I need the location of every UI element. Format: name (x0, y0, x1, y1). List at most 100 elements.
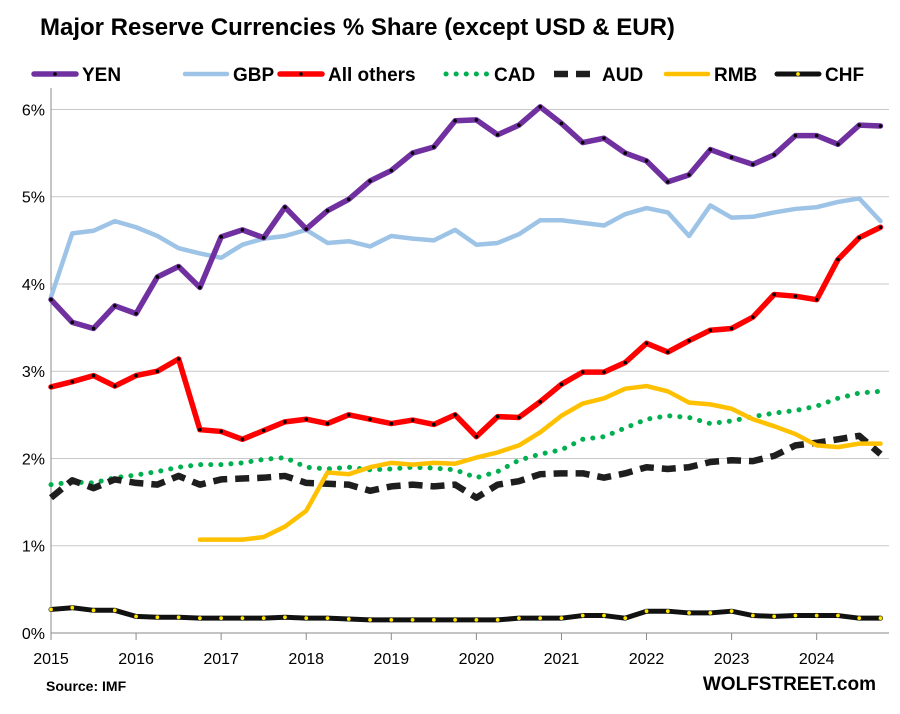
x-tick-label: 2022 (629, 651, 665, 668)
data-point-yen (389, 168, 394, 173)
data-point-all-others (474, 434, 479, 439)
data-point-yen (559, 121, 564, 126)
data-point-all-others (857, 235, 862, 240)
legend-marker-yen (53, 72, 57, 76)
data-point-chf (304, 616, 309, 621)
data-point-chf (453, 618, 458, 622)
data-point-chf (197, 616, 202, 621)
data-point-chf (176, 615, 181, 620)
data-point-all-others (559, 382, 564, 387)
y-tick-label: 0% (22, 626, 45, 643)
data-point-chf (261, 616, 266, 621)
data-point-all-others (495, 414, 500, 419)
data-point-chf (112, 608, 117, 613)
legend-label-all-others: All others (328, 65, 416, 86)
x-tick-label: 2017 (203, 651, 239, 668)
chart-title: Major Reserve Currencies % Share (except… (40, 14, 675, 41)
data-point-chf (49, 607, 53, 612)
y-tick-label: 2% (22, 451, 45, 468)
data-point-yen (368, 179, 372, 183)
data-point-all-others (283, 420, 287, 424)
data-point-all-others (793, 294, 798, 298)
data-point-yen (538, 105, 542, 109)
data-point-chf (814, 613, 819, 618)
x-tick-label: 2015 (33, 651, 69, 668)
data-point-yen (708, 147, 713, 152)
data-point-chf (580, 613, 585, 618)
y-tick-label: 1% (22, 539, 45, 556)
series-line-aud (48, 432, 883, 501)
data-point-yen (857, 123, 862, 127)
data-point-all-others (580, 370, 585, 374)
data-point-all-others (155, 369, 160, 374)
data-point-yen (878, 124, 883, 128)
data-point-all-others (836, 257, 840, 262)
x-tick-label: 2023 (714, 651, 750, 668)
series-line-gbp (48, 196, 883, 300)
y-tick-label: 4% (22, 277, 45, 294)
data-point-chf (431, 618, 436, 622)
y-tick-label: 6% (22, 102, 45, 119)
data-point-all-others (304, 417, 309, 422)
x-tick-label: 2020 (459, 651, 495, 668)
y-tick-label: 3% (22, 364, 45, 381)
data-point-chf (389, 618, 394, 622)
data-point-chf (836, 613, 840, 618)
data-point-chf (538, 616, 543, 621)
data-point-all-others (240, 437, 245, 442)
data-point-chf (283, 615, 287, 620)
data-point-chf (325, 616, 330, 621)
data-point-chf (559, 616, 564, 621)
data-point-yen (240, 228, 245, 232)
x-tick-labels: 2015 2016 2017 2018 2019 2020 2021 2022 2023 2024 (33, 651, 834, 668)
axes (50, 88, 889, 640)
data-point-yen (602, 136, 606, 141)
data-point-all-others (432, 422, 436, 427)
data-point-chf (644, 609, 649, 614)
series-line-all-others (48, 224, 884, 443)
data-point-all-others (70, 379, 75, 384)
data-point-all-others (602, 370, 606, 374)
data-point-yen (219, 235, 223, 239)
source-note: Source: IMF (46, 678, 127, 694)
data-point-all-others (49, 385, 53, 389)
data-point-yen (623, 151, 628, 155)
data-point-all-others (814, 297, 819, 302)
data-point-yen (91, 326, 96, 331)
x-tick-label: 2016 (118, 651, 154, 668)
legend-label-yen: YEN (82, 65, 121, 86)
data-point-all-others (666, 350, 670, 354)
data-point-all-others (219, 429, 223, 434)
x-tick-label: 2024 (799, 651, 835, 668)
data-point-all-others (644, 341, 649, 346)
data-point-yen (49, 297, 53, 302)
data-point-all-others (538, 399, 542, 404)
data-point-chf (495, 618, 500, 622)
data-point-yen (325, 208, 330, 213)
x-tick-label: 2021 (544, 651, 580, 668)
legend-label-rmb: RMB (714, 65, 757, 86)
data-point-chf (665, 609, 670, 614)
data-point-all-others (453, 413, 457, 417)
gridlines (51, 108, 889, 547)
data-point-chf (474, 618, 479, 622)
data-point-chf (410, 618, 415, 622)
data-point-all-others (623, 360, 628, 365)
data-point-yen (155, 275, 160, 279)
y-tick-labels: 0% 1% 2% 3% 4% 5% 6% (22, 102, 45, 643)
series-lines (48, 104, 884, 623)
data-point-chf (346, 617, 351, 621)
data-point-yen (70, 320, 75, 325)
data-point-yen (410, 151, 415, 155)
data-point-yen (517, 123, 521, 127)
data-point-chf (70, 605, 75, 610)
data-point-chf (750, 613, 755, 618)
data-point-yen (580, 140, 585, 145)
data-point-all-others (708, 328, 713, 333)
data-point-all-others (368, 417, 372, 422)
data-point-yen (793, 133, 798, 138)
data-point-all-others (325, 421, 330, 426)
data-point-yen (836, 142, 840, 147)
data-point-all-others (410, 418, 415, 422)
data-point-yen (198, 285, 202, 290)
